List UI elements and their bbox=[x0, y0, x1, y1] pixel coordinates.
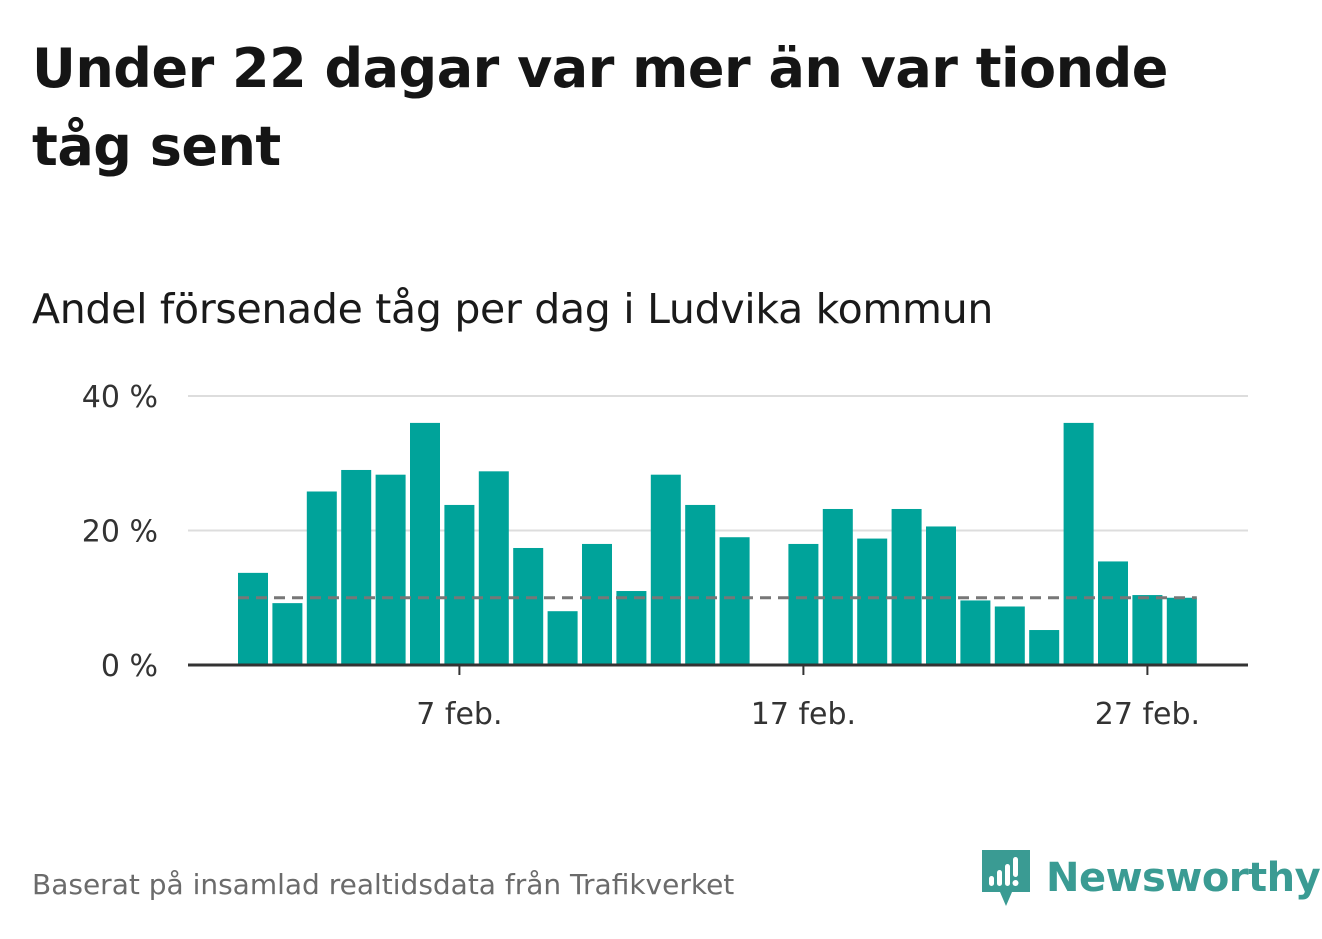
y-axis-labels: 0 % 20 % 40 % bbox=[82, 380, 158, 684]
bar bbox=[891, 508, 922, 665]
bar bbox=[513, 547, 544, 665]
bar bbox=[582, 543, 612, 665]
bar bbox=[547, 611, 578, 665]
bar bbox=[1063, 422, 1094, 665]
bar bbox=[926, 526, 956, 665]
bar bbox=[1029, 630, 1060, 665]
bar bbox=[822, 508, 853, 665]
bar bbox=[238, 572, 268, 665]
bar bbox=[1132, 595, 1163, 665]
bar bbox=[788, 543, 819, 665]
bar bbox=[306, 491, 337, 665]
bar bbox=[994, 606, 1025, 665]
x-axis-labels: 7 feb. 17 feb. 27 feb. bbox=[416, 697, 1200, 732]
brand-logo[interactable]: Newsworthy bbox=[980, 848, 1321, 908]
source-note: Baserat på insamlad realtidsdata från Tr… bbox=[32, 868, 735, 901]
x-tick-label: 17 feb. bbox=[751, 697, 856, 732]
bar bbox=[444, 504, 475, 665]
brand-name: Newsworthy bbox=[1046, 855, 1321, 901]
bar bbox=[341, 469, 372, 665]
bar bbox=[1166, 597, 1197, 665]
x-axis bbox=[188, 663, 1248, 675]
bar bbox=[1098, 561, 1128, 665]
bar bbox=[685, 504, 716, 665]
bars bbox=[238, 422, 1197, 665]
bar bbox=[857, 538, 888, 665]
y-tick-label: 0 % bbox=[101, 649, 158, 684]
bar bbox=[375, 474, 406, 665]
chart-title: Under 22 dagar var mer än var tionde tåg… bbox=[32, 37, 1168, 178]
x-tick-label: 27 feb. bbox=[1095, 697, 1200, 732]
y-tick-label: 20 % bbox=[82, 515, 158, 550]
bar bbox=[650, 474, 681, 665]
bar bbox=[616, 591, 647, 665]
newsworthy-logo-icon bbox=[982, 850, 1030, 906]
y-tick-label: 40 % bbox=[82, 380, 158, 415]
bar bbox=[960, 600, 991, 665]
chart-subtitle: Andel försenade tåg per dag i Ludvika ko… bbox=[32, 285, 994, 333]
bar bbox=[719, 537, 750, 665]
bar bbox=[478, 471, 509, 665]
bar bbox=[272, 603, 303, 665]
x-tick-label: 7 feb. bbox=[416, 697, 502, 732]
bar bbox=[410, 422, 440, 665]
